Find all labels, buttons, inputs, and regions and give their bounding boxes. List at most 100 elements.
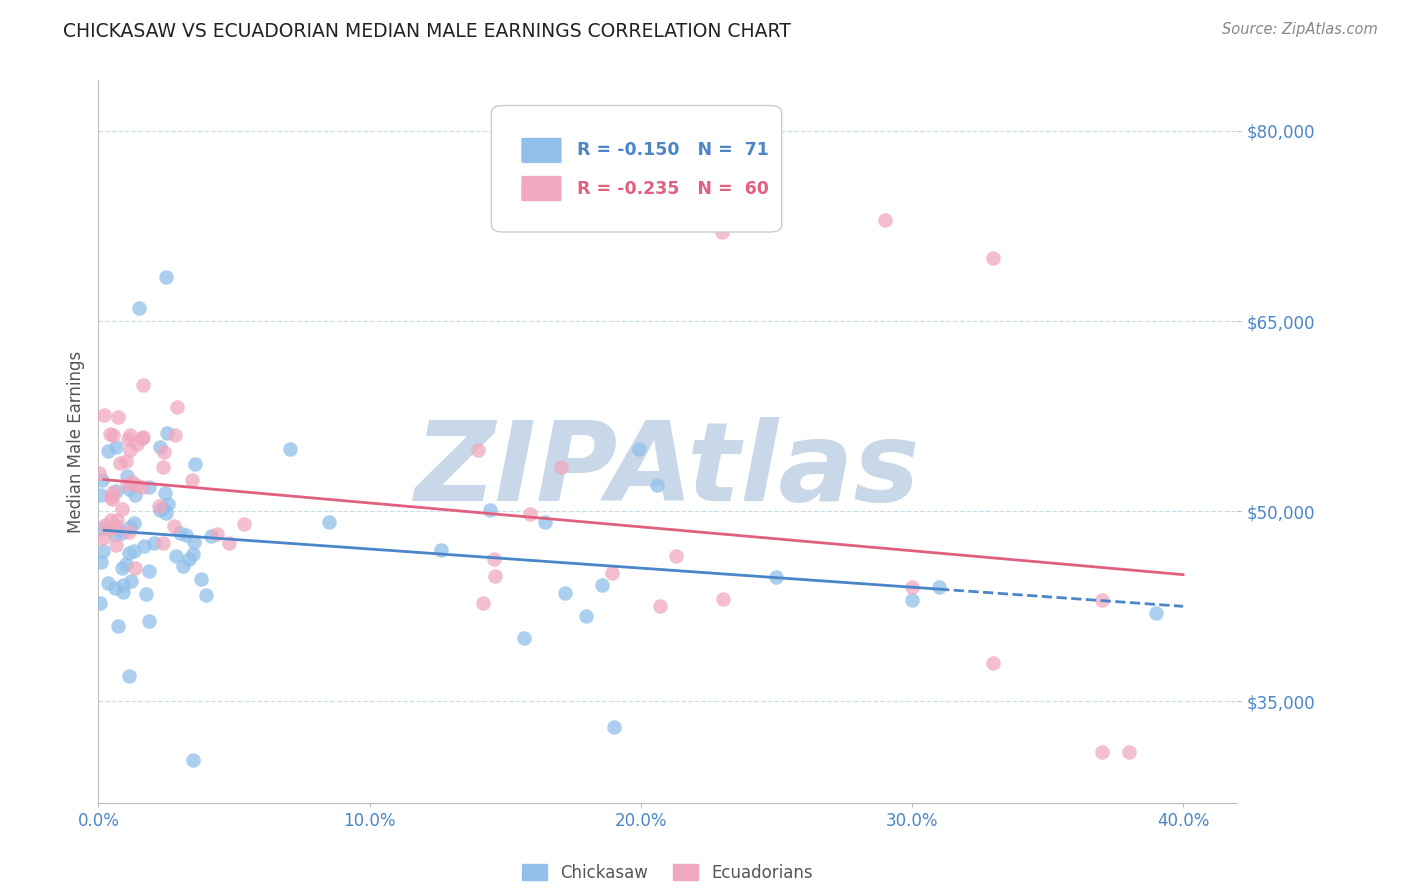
Point [648, 599, 671, 613]
Point [155, 506, 177, 520]
Point [100, 490, 122, 504]
Point [1118, 745, 1140, 759]
Point [600, 566, 623, 580]
Point [149, 503, 172, 517]
Point [981, 657, 1004, 671]
Point [117, 432, 139, 446]
Point [467, 443, 489, 458]
Point [124, 561, 146, 575]
Point [91, 544, 114, 558]
Point [132, 378, 155, 392]
Point [194, 588, 217, 602]
Point [107, 410, 129, 425]
Point [115, 454, 138, 468]
Point [118, 546, 141, 560]
Point [183, 535, 205, 549]
Point [91, 532, 114, 546]
Point [176, 527, 198, 541]
Point [155, 269, 177, 284]
Point [1091, 745, 1114, 759]
Point [472, 596, 495, 610]
Point [627, 442, 650, 456]
Point [711, 226, 734, 240]
Point [928, 580, 950, 594]
Point [111, 584, 134, 599]
Point [519, 507, 541, 521]
Point [115, 477, 138, 491]
Point [155, 485, 177, 500]
Point [172, 558, 194, 573]
Point [111, 578, 134, 592]
Point [122, 516, 145, 531]
Point [115, 557, 138, 571]
Point [134, 539, 156, 553]
Point [148, 499, 170, 513]
Point [152, 535, 174, 549]
FancyBboxPatch shape [491, 105, 782, 232]
Point [232, 517, 254, 532]
Point [103, 528, 125, 542]
Point [165, 549, 187, 563]
Point [183, 753, 205, 767]
Point [184, 457, 207, 471]
Point [115, 469, 138, 483]
Point [278, 442, 301, 457]
Point [166, 400, 188, 414]
Point [117, 482, 139, 496]
Point [1144, 606, 1167, 620]
Point [162, 518, 184, 533]
Point [127, 436, 149, 450]
Point [107, 619, 129, 633]
Point [981, 251, 1004, 265]
Point [138, 480, 160, 494]
Point [100, 513, 122, 527]
Point [218, 536, 240, 550]
Point [97, 575, 120, 590]
Point [89, 596, 111, 610]
Point [575, 608, 598, 623]
FancyBboxPatch shape [522, 137, 562, 163]
FancyBboxPatch shape [522, 176, 562, 202]
Point [131, 480, 153, 494]
Point [118, 669, 141, 683]
Point [118, 524, 141, 539]
Point [1091, 593, 1114, 607]
Point [152, 501, 174, 516]
Point [711, 591, 734, 606]
Point [118, 442, 141, 457]
Text: CHICKASAW VS ECUADORIAN MEDIAN MALE EARNINGS CORRELATION CHART: CHICKASAW VS ECUADORIAN MEDIAN MALE EARN… [63, 22, 792, 41]
Point [138, 564, 160, 578]
Text: ZIPAtlas: ZIPAtlas [415, 417, 921, 524]
Point [120, 519, 142, 533]
Point [132, 429, 155, 443]
Point [149, 440, 172, 454]
Point [131, 431, 153, 445]
Point [104, 519, 127, 533]
Point [118, 427, 141, 442]
Point [93, 409, 115, 423]
Point [111, 525, 134, 540]
Point [156, 425, 179, 440]
Point [647, 477, 669, 491]
Text: Source: ZipAtlas.com: Source: ZipAtlas.com [1222, 22, 1378, 37]
Point [534, 515, 557, 529]
Point [665, 549, 688, 563]
Point [87, 466, 110, 480]
Point [90, 555, 112, 569]
Point [200, 529, 222, 543]
Point [190, 572, 212, 586]
Point [143, 535, 166, 549]
Point [765, 570, 787, 584]
Point [124, 544, 146, 558]
Point [104, 520, 127, 534]
Point [98, 523, 121, 537]
Point [153, 445, 176, 459]
Point [104, 483, 127, 498]
Legend: Chickasaw, Ecuadorians: Chickasaw, Ecuadorians [516, 857, 820, 888]
Point [873, 212, 896, 227]
Point [602, 720, 624, 734]
Point [181, 547, 204, 561]
Point [108, 456, 131, 470]
Point [901, 580, 924, 594]
Point [901, 593, 924, 607]
